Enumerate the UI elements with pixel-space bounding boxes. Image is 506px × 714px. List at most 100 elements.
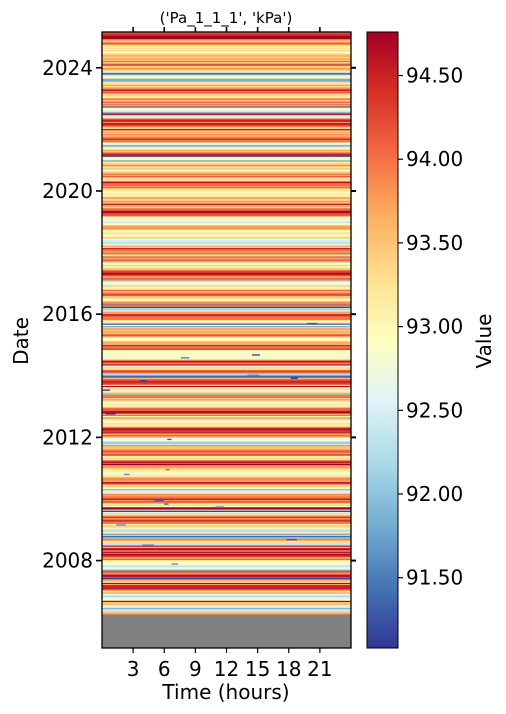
heatmap-row [102,171,351,173]
heatmap-row [102,537,351,539]
heatmap-row [102,456,351,459]
heatmap-row [102,322,351,324]
heatmap-row [102,94,351,96]
x-tick-label: 18 [276,657,301,681]
heatmap-row [102,540,351,543]
x-axis: 3 6 9 12 15 18 21 [127,27,333,681]
heatmap-row [102,200,351,202]
heatmap-row [102,147,351,149]
heatmap-row [102,251,351,254]
heatmap-row [102,453,351,455]
y-tick-label: 2016 [42,302,93,326]
outlier-cell [180,357,190,359]
colorbar-tick-label: 92.00 [406,482,463,506]
heatmap-row [102,234,351,237]
heatmap-row [102,278,351,280]
heatmap-row [102,610,351,612]
heatmap-row [102,194,351,196]
heatmap-row [102,185,351,188]
heatmap-row [102,442,351,444]
heatmap-row [102,341,351,344]
heatmap-row [102,400,351,402]
heatmap-row [102,269,351,272]
heatmap-row [102,345,351,347]
heatmap-row [102,599,351,602]
heatmap-row [102,249,351,251]
heatmap-row [102,498,351,501]
heatmap-row [102,314,351,316]
heatmap-row [102,165,351,167]
heatmap-row [102,279,351,281]
colorbar-tick-label: 91.50 [406,566,463,590]
heatmap-row [102,327,351,329]
heatmap-row [102,539,351,542]
heatmap-row [102,411,351,413]
heatmap-row [102,492,351,495]
heatmap-row [102,256,351,258]
heatmap-row [102,401,351,404]
heatmap-row [102,35,351,38]
heatmap-row [102,126,351,129]
heatmap-row [102,371,351,374]
heatmap-row [102,267,351,269]
heatmap-row [102,602,351,604]
heatmap-row [102,436,351,438]
missing-data-region [102,614,351,648]
outlier-cell [102,389,110,391]
heatmap-row [102,206,351,208]
heatmap-row [102,478,351,480]
heatmap-row [102,425,351,428]
heatmap-row [102,444,351,447]
heatmap-row [102,441,351,443]
heatmap-row [102,496,351,498]
heatmap-row [102,450,351,453]
heatmap-row [102,184,351,186]
heatmap-row [102,239,351,242]
heatmap-row [102,216,351,219]
heatmap-row [102,130,351,132]
heatmap-row [102,432,351,435]
heatmap-row [102,590,351,592]
heatmap-row [102,521,351,524]
heatmap-row [102,383,351,386]
heatmap-row [102,378,351,381]
heatmap-row [102,33,351,35]
heatmap-row [102,309,351,311]
heatmap-row [102,509,351,512]
heatmap-row [102,180,351,183]
heatmap-row [102,536,351,538]
heatmap-row [102,240,351,243]
heatmap-row [102,39,351,41]
heatmap-row [102,101,351,104]
heatmap-row [102,95,351,98]
heatmap-row [102,416,351,418]
heatmap-row [102,531,351,533]
outlier-cell [154,499,164,502]
heatmap-row [102,332,351,334]
heatmap-row [102,252,351,255]
x-tick-label: 12 [214,657,239,681]
heatmap-row [102,462,351,465]
heatmap-row [102,510,351,513]
heatmap-row [102,533,351,536]
heatmap-row [102,230,351,232]
heatmap-row [102,472,351,474]
heatmap-row [102,428,351,430]
heatmap-row [102,344,351,346]
heatmap-row [102,227,351,230]
heatmap-row [102,546,351,549]
heatmap-row [102,208,351,210]
heatmap-row [102,138,351,141]
heatmap-row [102,360,351,363]
heatmap-row [102,524,351,526]
heatmap-row [102,250,351,252]
heatmap-row [102,423,351,425]
outlier-cell [142,544,154,546]
heatmap-row [102,554,351,556]
heatmap-row [102,598,351,600]
heatmap-row [102,311,351,314]
heatmap-row [102,484,351,486]
heatmap-row [102,310,351,312]
heatmap-row [102,555,351,557]
heatmap-row [102,525,351,527]
